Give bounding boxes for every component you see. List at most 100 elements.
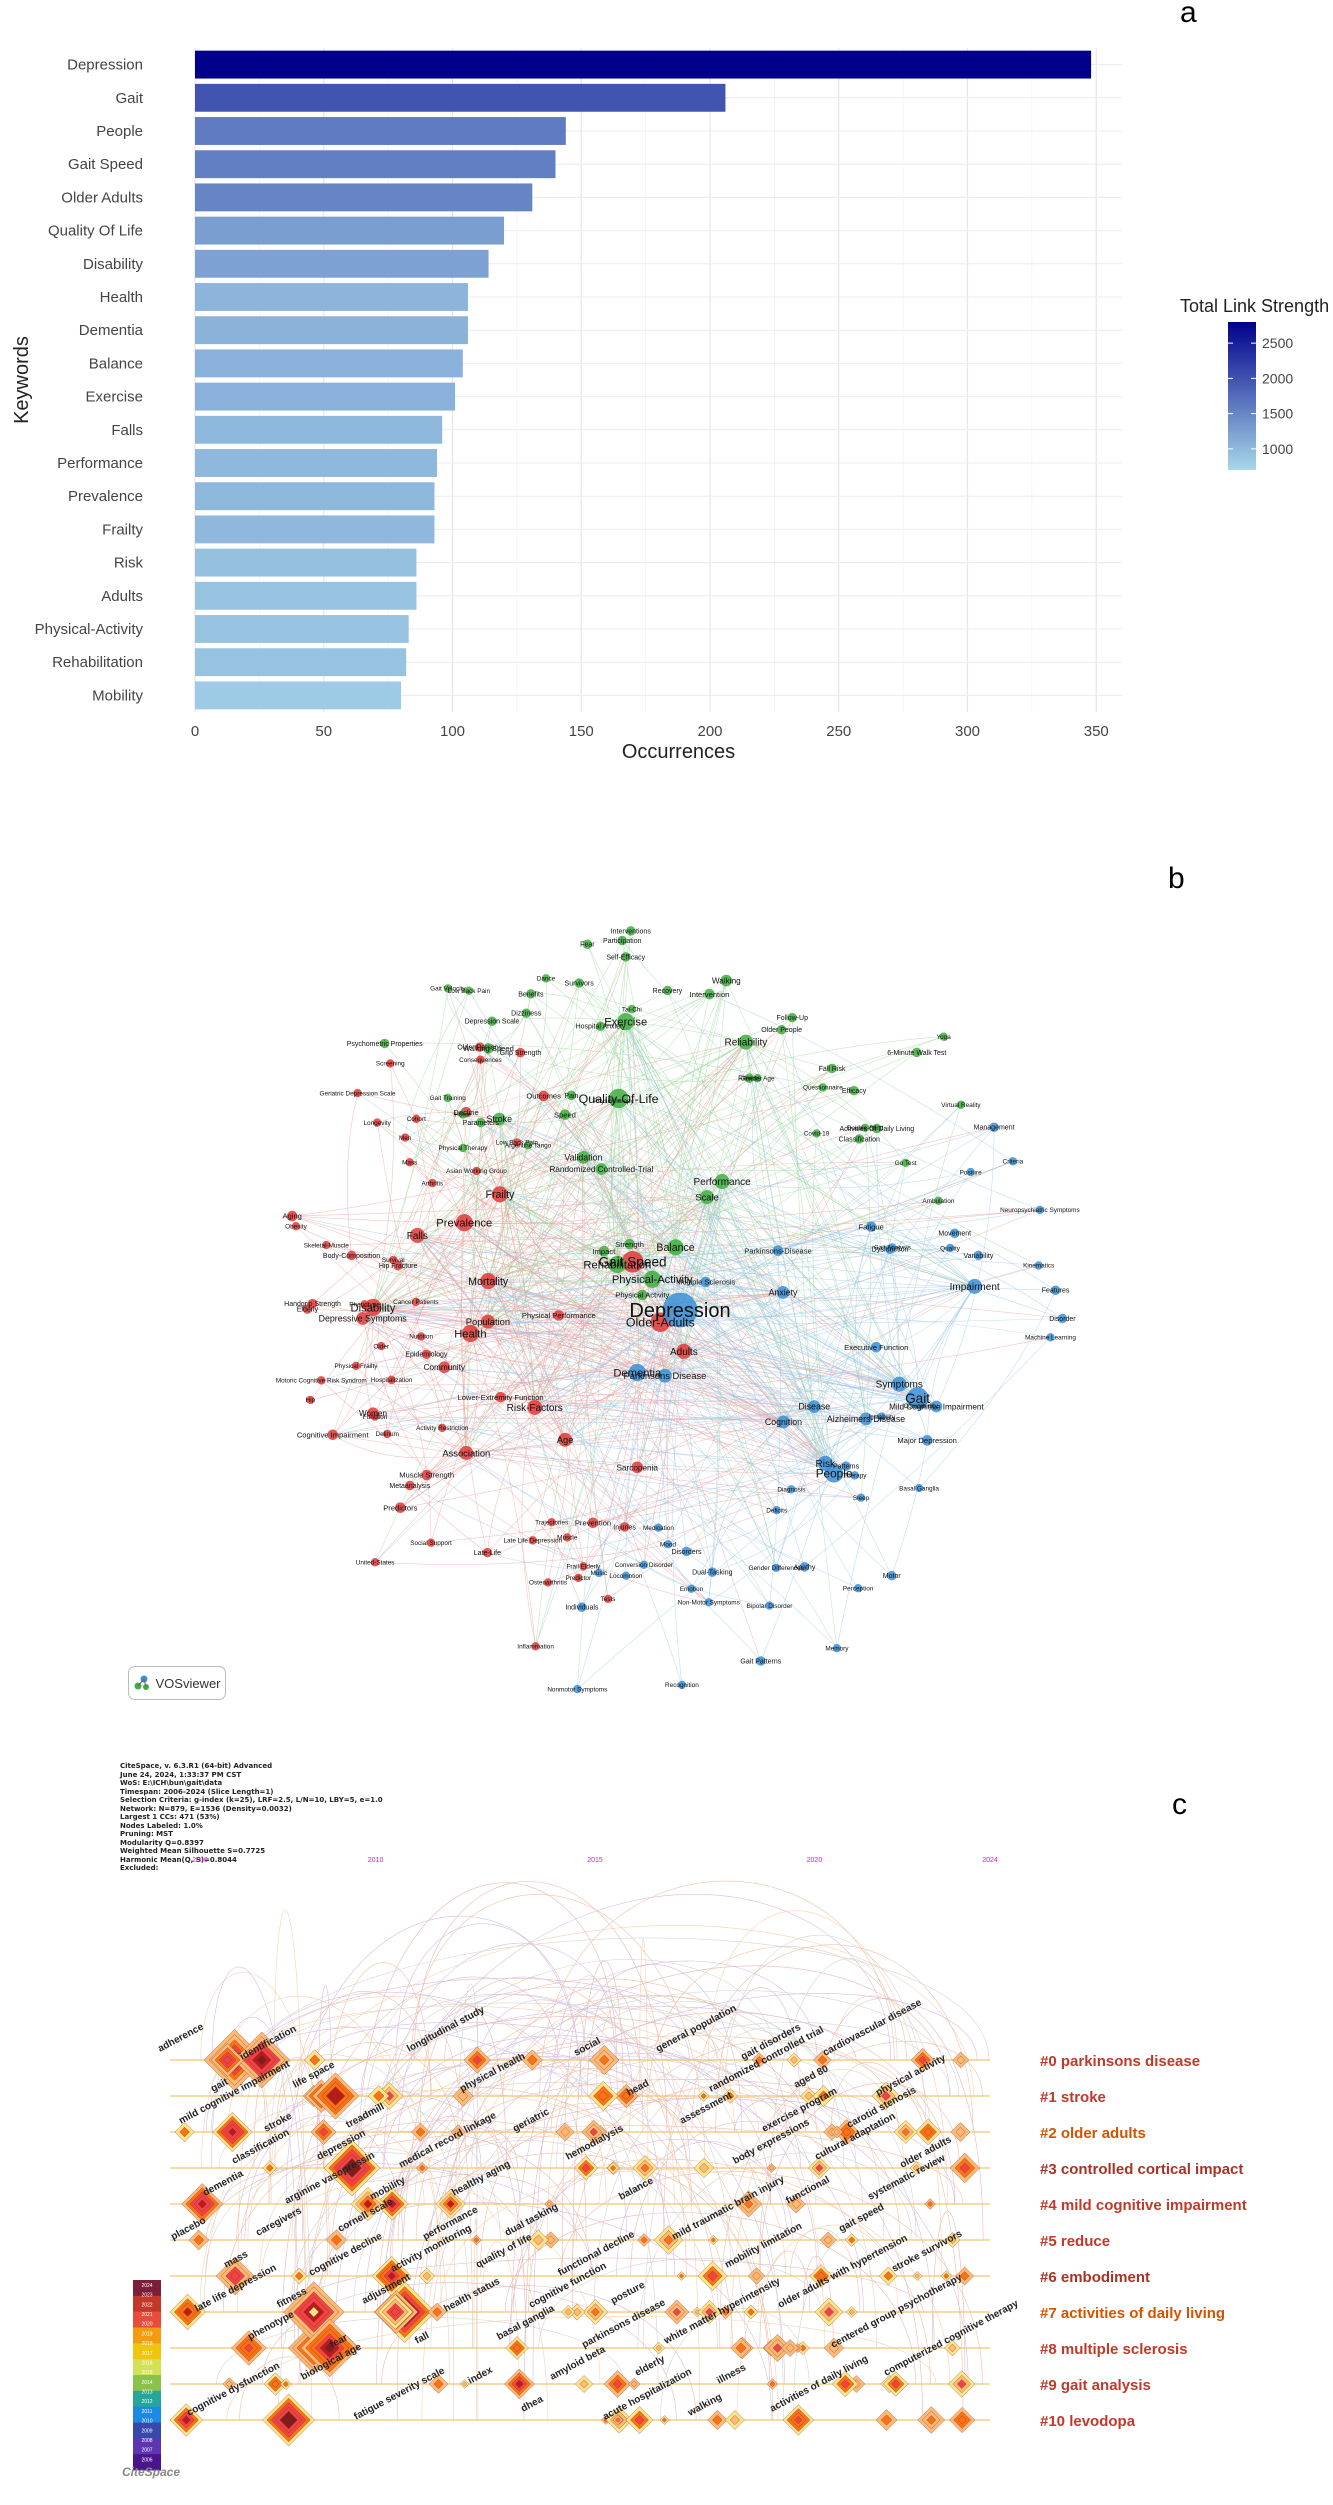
network-edge [629,1243,882,1417]
network-edge [480,1059,566,1440]
node-label: Hospitalization [371,1377,413,1384]
node-self-efficacy [621,952,631,962]
node-hospital-anxiety [595,1021,606,1031]
node-label: Dementia [613,1367,662,1379]
timeline-term-label: cardiovascular disease [821,1997,924,2059]
node-label: Classification [839,1136,880,1143]
timeline-node [244,2343,254,2353]
timeline-node [672,2307,682,2317]
year-legend-label: 2017 [141,2351,152,2357]
node-label: Population [466,1316,510,1327]
network-edge [632,1261,900,1385]
node-grip-strength [515,1047,526,1058]
timeline-term-label: fatigue severity scale [352,2365,447,2422]
node-interventions [626,926,636,936]
node-kinematics [1034,1261,1043,1270]
node-6-minute-walk-test [912,1047,922,1058]
timeline-term-label: quality of life [474,2232,534,2271]
network-edge [564,1417,784,1441]
year-legend-swatch [133,2375,161,2392]
network-edge [691,1406,815,1589]
node-label: Go Test [895,1160,917,1167]
node-label: Function [363,1414,388,1421]
node-label: Impairment [950,1282,1000,1293]
network-edge [926,1286,975,1441]
network-edge [683,1255,979,1352]
timeline-node [612,2379,623,2389]
network-edge [583,1157,877,1348]
node-label: Dual-Tasking [692,1570,733,1577]
cluster-label: #9 gait analysis [1040,2377,1151,2394]
timeline-node [752,2271,761,2281]
citation-arc [205,2125,964,2241]
network-edge [712,1475,856,1573]
node-label: Home [454,1112,471,1119]
network-edge [617,1247,979,1265]
timeline-node [840,2379,850,2389]
timeline-node [363,2199,373,2209]
node-label: Outcomes [526,1092,561,1101]
timeline-node [679,2273,684,2279]
network-edge [480,1059,544,1097]
node-performance [714,1174,730,1190]
network-edge [372,1261,633,1308]
network-edge [487,1077,750,1322]
network-edge [625,1021,835,1474]
node-label: Depression [629,1300,730,1322]
network-edge [470,1286,975,1334]
network-edge [321,1380,928,1441]
timeline-node [387,2271,396,2281]
node-label: Disability [351,1302,396,1314]
y-tick-label: Mobility [92,687,143,704]
network-edge [892,1247,900,1385]
network-edge [592,1465,847,1524]
node-label: Activity Restriction [416,1425,469,1432]
network-edge [488,1277,784,1293]
network-edge [745,1042,921,1406]
network-edge [891,1440,928,1576]
node-label: Parkinsons-Disease [744,1246,812,1255]
timeline-node [330,2091,341,2101]
node-walking [720,974,733,987]
year-legend-swatch [133,2295,161,2313]
timeline-node [698,2162,710,2174]
citation-arc [244,2115,404,2241]
vosviewer-label: VOSviewer [155,1675,221,1691]
bar-frailty [195,515,435,544]
node-label: Participation [603,938,642,945]
citation-arc [201,1996,450,2385]
network-edge [679,1309,928,1441]
node-dual-tasking [707,1567,718,1577]
timeline-node [462,2381,468,2387]
node-label: Activities Of Daily Living [839,1126,914,1133]
node-screening [386,1059,395,1068]
timeline-node [729,2415,740,2426]
node-label: Emotion [680,1586,704,1593]
network-edge [487,1090,855,1322]
node-physical-frailty [351,1361,361,1371]
node-label: Deficits [766,1507,787,1514]
network-edge [587,944,784,1422]
network-edge [321,1372,638,1386]
citation-arc [563,2001,885,2241]
node-label: Gait [905,1391,930,1406]
node-label: Performance [693,1177,751,1188]
network-edge [558,1251,605,1316]
network-edge [564,1309,681,1441]
network-edge [760,1162,906,1662]
timeline-node [818,2090,830,2102]
network-edge [637,1372,792,1490]
node-parameters [476,1117,486,1128]
citation-arc [830,2061,964,2421]
timeline-term-label: gait speed [837,2202,886,2235]
network-edge [660,1265,1039,1323]
network-edge [611,1021,627,1265]
network-edge [618,1098,777,1569]
node-activity-restriction [438,1423,447,1433]
network-edge [377,1122,618,1265]
network-edge [625,1021,815,1407]
network-edge [543,1095,918,1399]
network-edge [534,1407,855,1476]
node-label: Disease [798,1402,830,1412]
network-edge [332,1372,638,1436]
